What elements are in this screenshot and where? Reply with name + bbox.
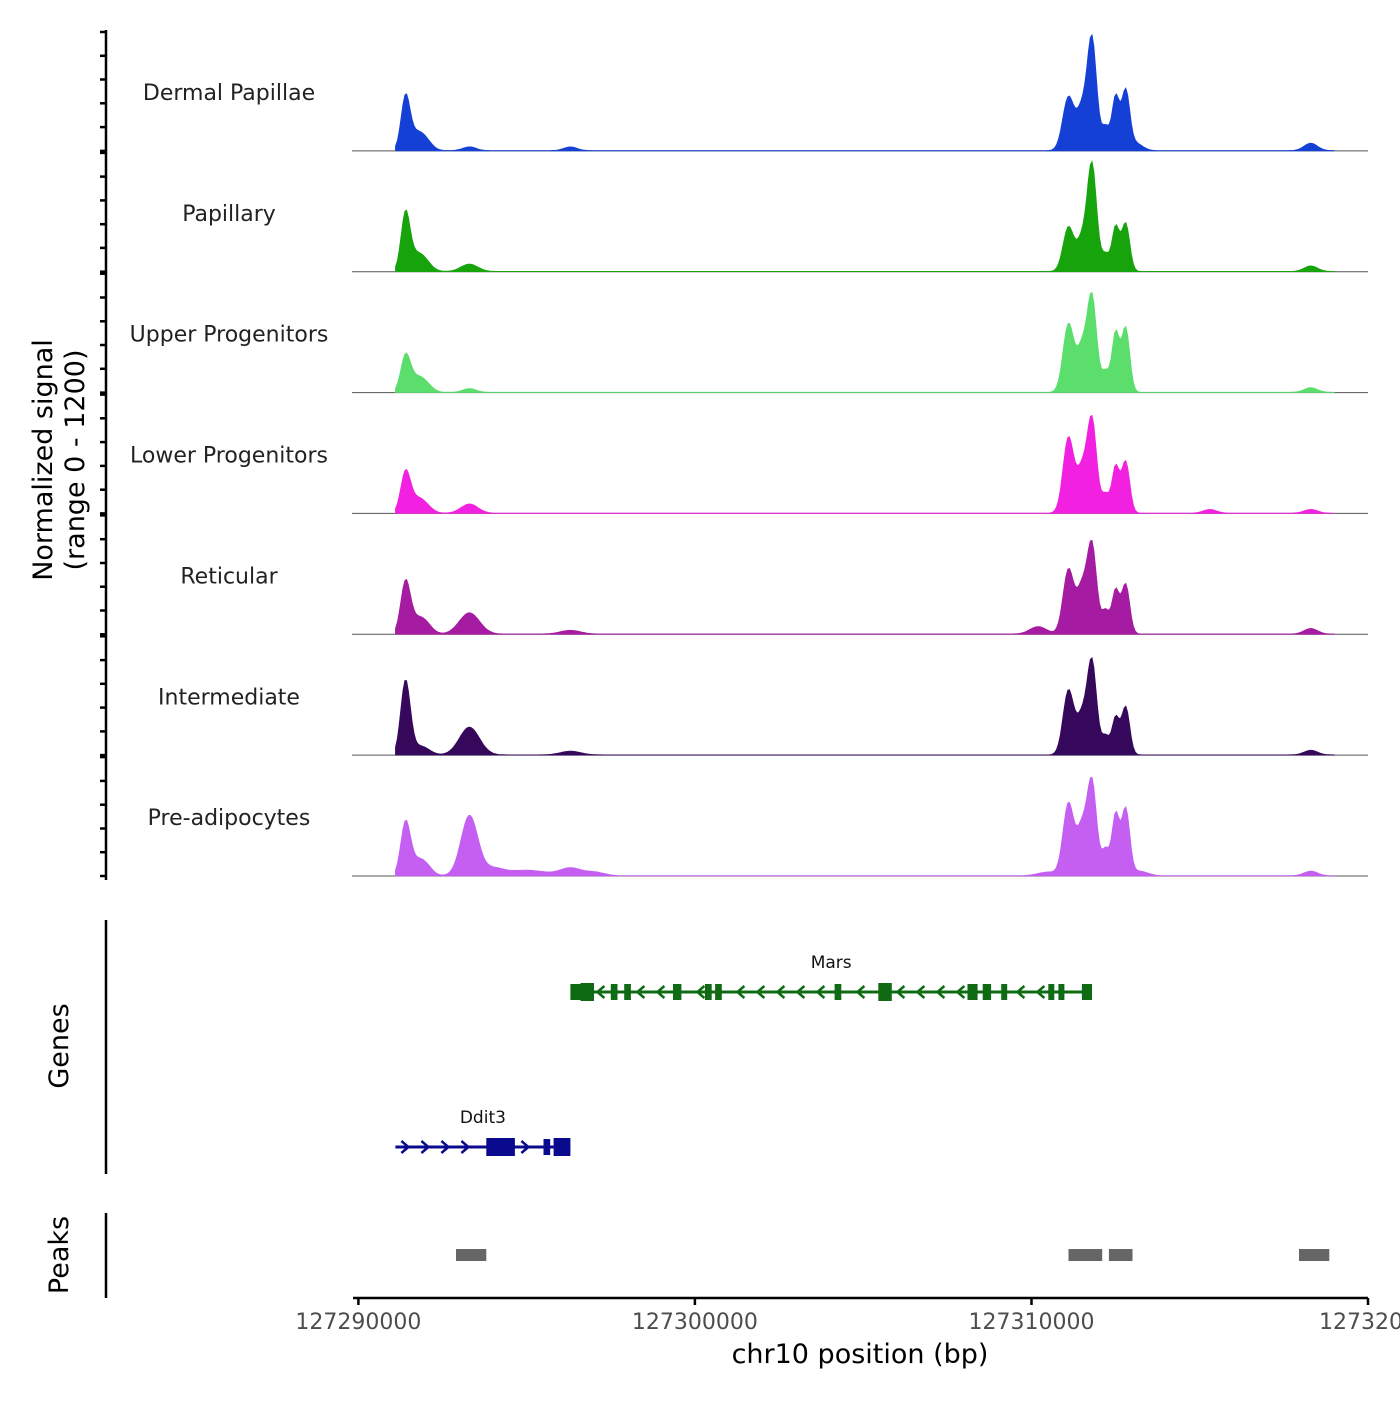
x-tick-label: 127300000 [632, 1310, 758, 1335]
exon [624, 984, 631, 1000]
exon [673, 984, 682, 1000]
track-label: Reticular [180, 564, 278, 589]
strand-arrow [460, 1140, 471, 1154]
strand-arrow [755, 985, 766, 999]
strand-arrow [655, 985, 666, 999]
exon [1081, 984, 1092, 1000]
strand-arrow [420, 1140, 431, 1154]
signal-area [395, 33, 1335, 152]
track: Intermediate [158, 656, 1368, 756]
exon [1058, 984, 1065, 1000]
track: Papillary [182, 160, 1368, 273]
strand-arrow [695, 985, 706, 999]
exon [570, 984, 581, 1000]
y-axis-title: Normalized signal [28, 339, 59, 581]
exon [1048, 984, 1055, 1000]
track-label: Intermediate [158, 685, 300, 710]
strand-arrow [935, 985, 946, 999]
exon [834, 984, 842, 1000]
signal-area [395, 414, 1335, 514]
gene: Mars [570, 953, 1092, 1001]
strand-arrow [1015, 985, 1026, 999]
genes-panel-label: Genes [44, 1003, 75, 1088]
exon [486, 1138, 515, 1156]
strand-arrow [595, 985, 606, 999]
strand-arrow [635, 985, 646, 999]
peak-region [456, 1249, 487, 1261]
exon [878, 983, 892, 1001]
signal-y-ticks [100, 30, 106, 878]
x-axis-title: chr10 position (bp) [732, 1339, 989, 1370]
strand-arrow [400, 1140, 411, 1154]
strand-arrow [895, 985, 906, 999]
exon [967, 984, 978, 1000]
exon [543, 1139, 551, 1155]
track-label: Upper Progenitors [130, 323, 329, 348]
track-label: Papillary [182, 202, 276, 227]
x-tick-label: 1273200 [1319, 1310, 1400, 1335]
gene-label: Mars [811, 953, 852, 973]
peak-region [1108, 1249, 1133, 1261]
peak-regions [456, 1249, 1330, 1261]
exon [705, 984, 712, 1000]
x-tick-label: 127310000 [969, 1310, 1095, 1335]
signal-area [395, 539, 1335, 635]
exon [553, 1138, 571, 1156]
exon [580, 983, 594, 1001]
track-label: Dermal Papillae [143, 81, 315, 106]
signal-area [395, 776, 1335, 877]
signal-area [395, 656, 1335, 756]
y-axis-subtitle: (range 0 - 1200) [60, 350, 91, 571]
strand-arrow [795, 985, 806, 999]
gene-annotations: Mars Ddit3 [395, 953, 1092, 1156]
peak-region [1068, 1249, 1103, 1261]
exon [982, 984, 992, 1000]
signal-area [395, 291, 1335, 393]
x-tick-label: 127290000 [295, 1310, 421, 1335]
track: Dermal Papillae [143, 33, 1368, 152]
strand-arrow [775, 985, 786, 999]
peak-region [1299, 1249, 1330, 1261]
x-axis-ticks: 127290000 127300000 127310000 1273200 [295, 1298, 1400, 1335]
strand-arrow [1035, 985, 1046, 999]
exon [610, 984, 618, 1000]
strand-arrow [955, 985, 966, 999]
track-label: Pre-adipocytes [148, 806, 311, 831]
strand-arrow [520, 1140, 531, 1154]
signal-tracks: Dermal Papillae Papillary Upper Progenitor… [130, 33, 1368, 877]
strand-arrow [855, 985, 866, 999]
strand-arrow [815, 985, 826, 999]
track: Pre-adipocytes [148, 776, 1368, 877]
strand-arrow [915, 985, 926, 999]
track: Lower Progenitors [130, 414, 1368, 514]
exon [1001, 984, 1008, 1000]
strand-arrow [440, 1140, 451, 1154]
signal-area [395, 160, 1335, 272]
strand-arrow [735, 985, 746, 999]
track-label: Lower Progenitors [130, 444, 328, 469]
gene-label: Ddit3 [460, 1108, 506, 1128]
peaks-panel-label: Peaks [44, 1216, 75, 1294]
track: Reticular [180, 539, 1368, 635]
track: Upper Progenitors [130, 291, 1368, 394]
exon [715, 984, 722, 1000]
gene: Ddit3 [395, 1108, 571, 1156]
